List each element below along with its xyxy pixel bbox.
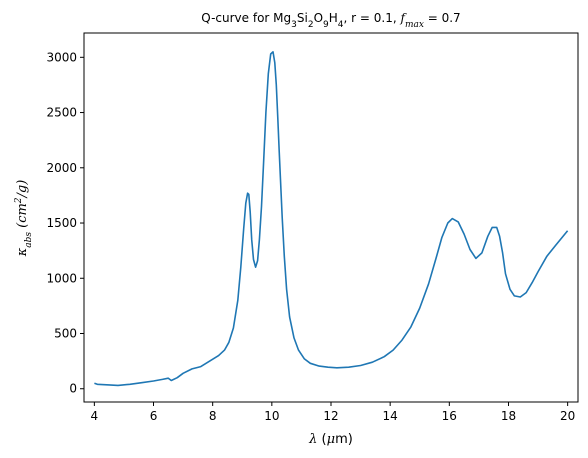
x-tick-label: 10 [264,409,279,423]
x-axis-label: λ (μm) [308,432,353,447]
x-axis-ticks: 4 6 8 10 12 14 16 18 20 [91,402,575,423]
x-tick-label: 20 [560,409,575,423]
y-tick-label: 2500 [46,106,77,120]
y-axis-ticks: 0 500 1000 1500 2000 2500 3000 [46,50,84,396]
x-tick-label: 18 [501,409,516,423]
y-tick-label: 500 [54,327,77,341]
chart-title: Q-curve for Mg3Si2O9H4, r = 0.1, fmax = … [201,11,460,30]
x-tick-label: 4 [91,409,99,423]
series-line [94,50,569,387]
y-tick-label: 3000 [46,50,77,64]
y-axis-label: κabs (cm2/g) [14,180,34,258]
y-tick-label: 1500 [46,216,77,230]
x-tick-label: 14 [383,409,398,423]
y-tick-label: 1000 [46,271,77,285]
x-tick-label: 16 [442,409,457,423]
data-lines [94,50,569,387]
x-tick-label: 12 [323,409,338,423]
x-tick-label: 6 [150,409,158,423]
y-tick-label: 2000 [46,161,77,175]
x-tick-label: 8 [209,409,217,423]
y-tick-label: 0 [69,382,77,396]
